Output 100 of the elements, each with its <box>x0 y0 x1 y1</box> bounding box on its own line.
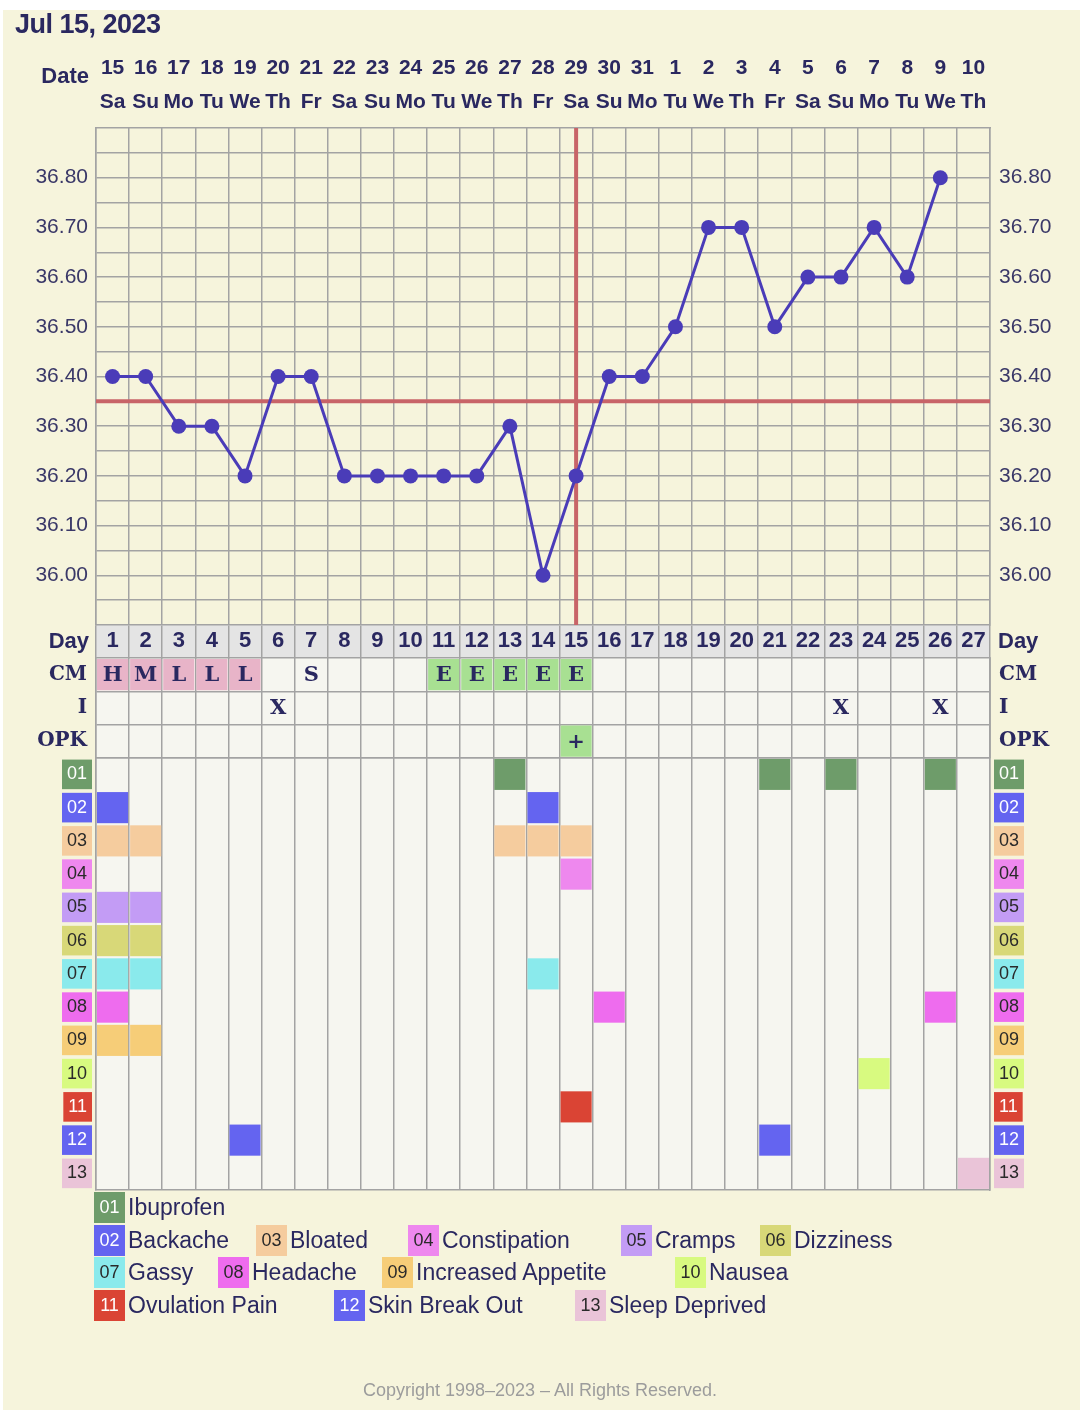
text: 04 <box>413 1230 434 1250</box>
text: E <box>468 661 485 687</box>
x2-tick-label: 10 Th <box>960 54 987 112</box>
x2-tick-label: 3 Th <box>728 54 755 112</box>
x2-tick-label: 15 Sa <box>99 54 126 112</box>
legend-label: Nausea <box>709 1259 789 1286</box>
x-tick-label: 14 <box>530 627 556 653</box>
text: E <box>568 661 585 687</box>
y2-tick-label: 02 <box>999 796 1020 817</box>
y2-tick-label: 09 <box>999 1029 1020 1050</box>
text: L <box>237 661 253 687</box>
y-tick-label: 11 <box>68 1095 87 1116</box>
x-tick-label: 9 <box>371 627 384 653</box>
x-tick-label: 6 <box>271 627 285 653</box>
x2-tick-label: 8 Tu <box>895 54 920 112</box>
x-tick-label: 12 <box>464 627 490 653</box>
y-tick-label: 36.70 <box>35 214 88 238</box>
text: L <box>204 661 220 687</box>
x2-tick-label: 26 We <box>461 54 493 112</box>
x2-tick-label: 28 Fr <box>531 54 555 112</box>
x-tick-label: 25 <box>894 627 920 653</box>
x-tick-label: 7 <box>305 627 318 653</box>
x2-tick-label: 2 We <box>692 54 725 112</box>
legend-label: Dizziness <box>794 1227 893 1254</box>
legend-label: Sleep Deprived <box>609 1292 767 1319</box>
category-label: OPK <box>37 727 87 752</box>
x-tick-label: 22 <box>795 627 821 653</box>
y-tick-label: 36.00 <box>35 562 88 586</box>
x2-tick-label: 17 Mo <box>163 54 194 112</box>
category-label: I <box>999 694 1009 719</box>
x2-tick-label: 29 Sa <box>563 54 590 112</box>
x2-tick-label: 5 Sa <box>795 54 822 112</box>
text: E <box>534 661 552 687</box>
text: 13 <box>580 1295 601 1315</box>
text: 01 <box>99 1197 120 1217</box>
text: 11 <box>100 1295 119 1315</box>
legend-label: Skin Break Out <box>368 1292 523 1319</box>
x2-tick-label: 19 We <box>229 54 261 112</box>
y-tick-label: 09 <box>66 1029 87 1050</box>
y2-tick-label: 10 <box>999 1062 1020 1083</box>
legend-label: Gassy <box>128 1259 194 1286</box>
x2-tick-label: 16 Su <box>132 54 160 112</box>
text: M <box>134 661 158 687</box>
text: 10 <box>680 1262 701 1282</box>
text: E <box>501 661 518 687</box>
y-tick-label: 12 <box>66 1129 87 1150</box>
x-tick-label: 1 <box>106 627 119 653</box>
x2-tick-label: 30 Su <box>595 54 623 112</box>
x2-tick-label: 1 Tu <box>663 54 688 112</box>
y-tick-label: 36.20 <box>35 462 88 486</box>
chart-title: Jul 15, 2023 <box>15 9 161 40</box>
y2-tick-label: 03 <box>999 829 1020 850</box>
y2-tick-label: 11 <box>999 1095 1018 1116</box>
y-tick-label: 36.80 <box>35 164 88 188</box>
y-tick-label: 36.10 <box>35 512 88 536</box>
text: 05 <box>626 1230 647 1250</box>
y2-tick-label: 07 <box>999 962 1020 983</box>
y-tick-label: 36.40 <box>35 363 88 387</box>
text: 03 <box>261 1230 282 1250</box>
text: H <box>102 661 123 687</box>
x-tick-label: 27 <box>961 627 986 653</box>
x-tick-label: 16 <box>596 627 622 653</box>
text: 07 <box>99 1262 120 1282</box>
y2-tick-label: 01 <box>999 763 1020 784</box>
x2-tick-label: 6 Su <box>827 54 855 112</box>
x-tick-label: 17 <box>630 627 655 653</box>
x-tick-label: 26 <box>928 627 953 653</box>
y-tick-label: 05 <box>66 896 87 917</box>
x-tick-label: 13 <box>497 627 523 653</box>
x2-tick-label: 9 We <box>924 54 956 112</box>
x2-axis-title: Date <box>41 63 89 89</box>
y-tick-label: 36.50 <box>35 313 88 337</box>
category-label: CM <box>48 660 87 685</box>
x2-tick-label: 25 Tu <box>431 54 456 112</box>
x-tick-label: 15 <box>563 627 589 653</box>
legend-label: Ovulation Pain <box>128 1292 278 1319</box>
y-tick-label: 02 <box>66 796 87 817</box>
x-axis-title: Day <box>48 627 90 653</box>
text: X <box>832 694 850 720</box>
text: X <box>269 694 287 720</box>
x2-tick-label: 21 Fr <box>299 54 324 112</box>
legend-label: Increased Appetite <box>416 1259 607 1286</box>
x-tick-label: 4 <box>205 627 219 653</box>
text: Copyright 1998–2023 – All Rights Reserved. <box>361 1380 719 1401</box>
x2-tick-label: 24 Mo <box>395 54 426 112</box>
x-tick-label: 23 <box>828 627 854 653</box>
y-tick-label: 06 <box>66 929 87 950</box>
x2-tick-label: 20 Th <box>265 54 291 112</box>
y2-tick-label: 13 <box>999 1162 1020 1183</box>
x2-tick-label: 23 Su <box>364 54 391 112</box>
y-tick-label: 07 <box>66 962 87 983</box>
x-tick-label: 21 <box>762 627 788 653</box>
legend-label: Headache <box>252 1259 357 1286</box>
y-tick-label: 36.60 <box>35 263 88 287</box>
x-tick-label: 10 <box>398 627 423 653</box>
x2-tick-label: 27 Th <box>497 54 523 112</box>
text: L <box>171 661 187 687</box>
legend-label: Cramps <box>655 1227 736 1254</box>
text: 08 <box>223 1262 244 1282</box>
x-tick-label: 18 <box>663 627 688 653</box>
